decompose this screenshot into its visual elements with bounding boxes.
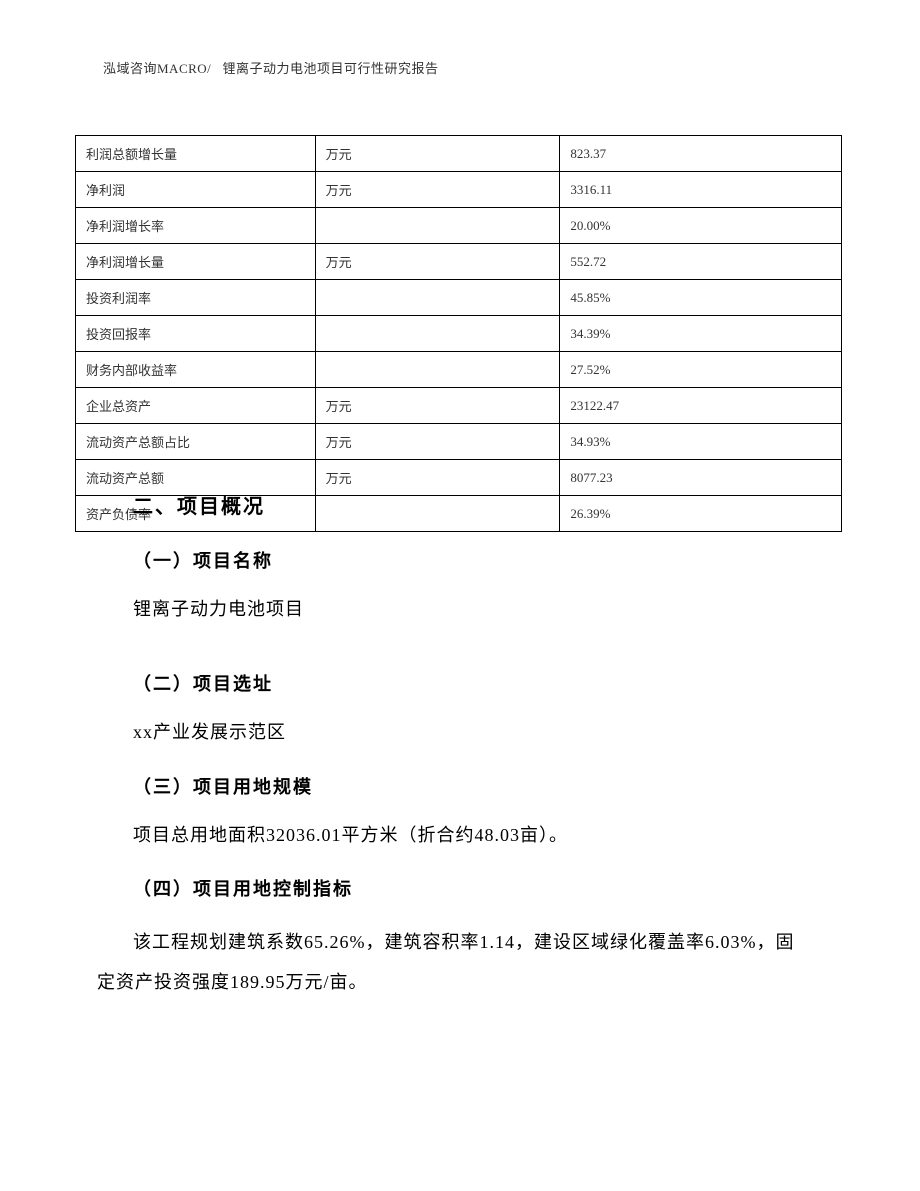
financial-table-container: 利润总额增长量万元823.37净利润万元3316.11净利润增长率20.00%净… — [75, 135, 842, 532]
table-row: 财务内部收益率 27.52% — [76, 352, 842, 388]
table-cell-unit — [315, 280, 560, 316]
financial-table: 利润总额增长量万元823.37净利润万元3316.11净利润增长率20.00%净… — [75, 135, 842, 532]
content-area: 二、项目概况 （一）项目名称 锂离子动力电池项目 （二）项目选址 xx产业发展示… — [133, 490, 793, 1039]
table-cell-value: 823.37 — [560, 136, 842, 172]
table-cell-unit — [315, 352, 560, 388]
header-company: 泓域咨询MACRO/ — [103, 61, 211, 76]
body-text-2: xx产业发展示范区 — [133, 718, 793, 747]
table-cell-name: 净利润增长率 — [76, 208, 316, 244]
table-cell-name: 企业总资产 — [76, 388, 316, 424]
table-row: 净利润万元3316.11 — [76, 172, 842, 208]
table-cell-unit: 万元 — [315, 424, 560, 460]
table-cell-unit: 万元 — [315, 136, 560, 172]
table-cell-value: 20.00% — [560, 208, 842, 244]
sub-heading-1: （一）项目名称 — [133, 547, 793, 573]
page-header: 泓域咨询MACRO/ 锂离子动力电池项目可行性研究报告 — [103, 58, 439, 77]
table-cell-unit: 万元 — [315, 244, 560, 280]
table-cell-value: 34.93% — [560, 424, 842, 460]
body-text-4: 该工程规划建筑系数65.26%，建筑容积率1.14，建设区域绿化覆盖率6.03%… — [97, 923, 797, 1002]
table-cell-value: 34.39% — [560, 316, 842, 352]
table-row: 投资回报率 34.39% — [76, 316, 842, 352]
table-cell-name: 投资利润率 — [76, 280, 316, 316]
table-cell-unit — [315, 208, 560, 244]
table-row: 利润总额增长量万元823.37 — [76, 136, 842, 172]
table-cell-value: 23122.47 — [560, 388, 842, 424]
table-cell-name: 净利润 — [76, 172, 316, 208]
table-row: 净利润增长率 20.00% — [76, 208, 842, 244]
body-text-1: 锂离子动力电池项目 — [133, 595, 793, 624]
table-cell-value: 3316.11 — [560, 172, 842, 208]
table-cell-value: 45.85% — [560, 280, 842, 316]
main-section-heading: 二、项目概况 — [133, 490, 793, 519]
body-text-3: 项目总用地面积32036.01平方米（折合约48.03亩）。 — [133, 821, 793, 850]
table-row: 净利润增长量万元552.72 — [76, 244, 842, 280]
sub-heading-4: （四）项目用地控制指标 — [133, 875, 793, 901]
sub-heading-2: （二）项目选址 — [133, 670, 793, 696]
table-cell-name: 流动资产总额占比 — [76, 424, 316, 460]
sub-heading-3: （三）项目用地规模 — [133, 773, 793, 799]
header-title: 锂离子动力电池项目可行性研究报告 — [223, 61, 439, 76]
table-cell-value: 552.72 — [560, 244, 842, 280]
table-row: 企业总资产万元23122.47 — [76, 388, 842, 424]
table-row: 流动资产总额占比万元34.93% — [76, 424, 842, 460]
table-cell-unit — [315, 316, 560, 352]
table-cell-unit: 万元 — [315, 388, 560, 424]
table-cell-value: 27.52% — [560, 352, 842, 388]
table-cell-name: 财务内部收益率 — [76, 352, 316, 388]
table-cell-unit: 万元 — [315, 172, 560, 208]
table-cell-name: 投资回报率 — [76, 316, 316, 352]
table-row: 投资利润率 45.85% — [76, 280, 842, 316]
table-cell-name: 净利润增长量 — [76, 244, 316, 280]
table-cell-name: 利润总额增长量 — [76, 136, 316, 172]
